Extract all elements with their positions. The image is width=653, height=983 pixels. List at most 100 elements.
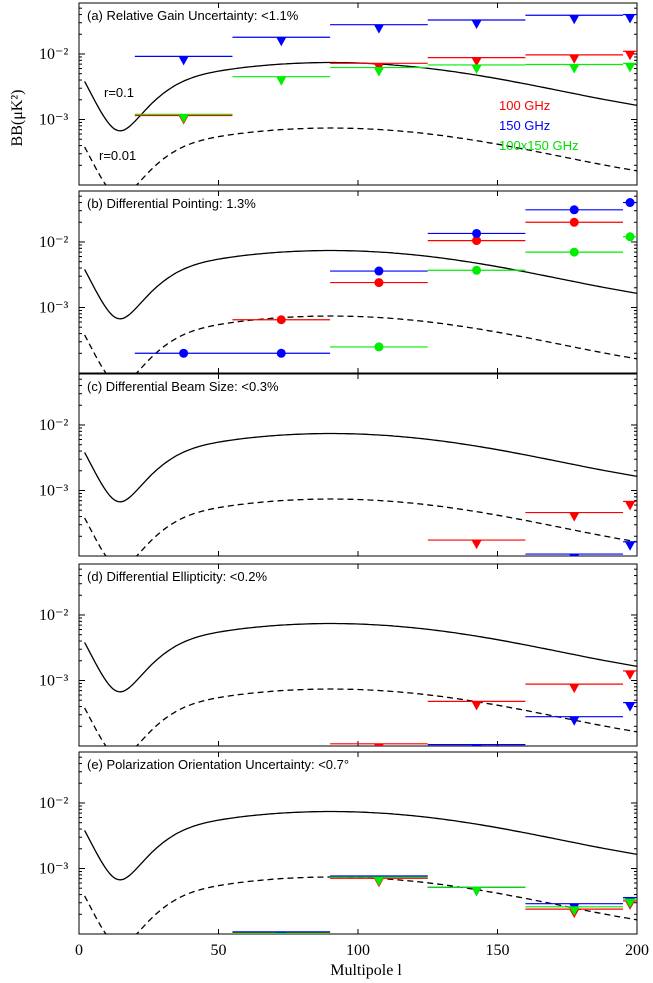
panel-d: 10⁻² 10⁻³ (d) Differential Ellipticity: <0… [39,563,638,747]
upper-limit-marker [471,744,482,746]
upper-limit-marker [471,57,482,67]
upper-limit-marker [569,64,580,74]
x-axis-label: Multipole l [330,962,402,979]
data-marks [232,875,637,934]
curve-label-r0.1: r=0.1 [104,85,134,100]
y-tick-label: 10⁻² [39,417,68,434]
data-point [472,228,482,238]
x-tick-label: 100 [346,942,370,959]
model-r0.1-line [84,61,637,132]
upper-limit-marker [471,64,482,74]
upper-limit-marker [471,701,482,711]
data-marks [134,198,637,358]
upper-limit-marker [276,37,287,47]
upper-limit-marker [373,877,384,887]
data-point [625,232,635,242]
model-r0.1-line [84,622,637,693]
data-point [569,205,579,215]
panel-e: 10⁻² 10⁻³ (e) Polarization Orientation Unc… [39,751,638,935]
upper-limit-marker [178,114,189,124]
panel-c: 10⁻² 10⁻³ (c) Differential Beam Size: <0.3… [39,373,638,557]
upper-limit-marker [625,63,636,73]
upper-limit-marker [569,554,580,556]
panel-a: 10⁻² 10⁻³ (a) Relative Gain Uncertainty: <… [39,2,638,186]
upper-limit-marker [569,54,580,64]
y-tick-label: 10⁻² [39,607,68,624]
y-axis-label: BB(μK²) [9,90,26,147]
panel-title: (c) Differential Beam Size: <0.3% [87,379,279,394]
upper-limit-marker [625,541,636,551]
upper-limit-marker [373,24,384,34]
data-point [472,265,482,275]
upper-limit-marker [373,743,384,746]
x-tick-label: 0 [75,942,83,959]
upper-limit-marker [625,670,636,680]
y-tick-label: 10⁻² [39,46,68,63]
y-tick-label: 10⁻² [39,795,68,812]
upper-limit-marker [625,899,636,909]
panel-title: (e) Polarization Orientation Uncertainty… [87,757,349,772]
data-point [569,217,579,227]
panels: 10⁻² 10⁻³ (a) Relative Gain Uncertainty: <… [39,2,638,935]
x-tick-label: 150 [486,942,510,959]
upper-limit-marker [178,56,189,66]
data-point [625,198,635,208]
data-point [374,278,384,288]
data-point [472,236,482,246]
model-r0.1-line [84,432,637,503]
model-curves [84,432,637,556]
upper-limit-marker [471,887,482,897]
data-point [374,266,384,276]
x-tick-label: 200 [625,942,649,959]
panel-title: (b) Differential Pointing: 1.3% [87,196,256,211]
y-tick-label: 10⁻³ [39,672,68,689]
upper-limit-marker [471,540,482,550]
data-point [374,342,384,352]
upper-limit-marker [276,933,287,934]
model-r0.01-line [84,876,637,934]
y-tick-label: 10⁻³ [39,482,68,499]
upper-limit-marker [569,906,580,916]
y-tick-label: 10⁻² [39,234,68,251]
model-r0.1-line [84,249,637,320]
x-tick-label: 50 [211,942,227,959]
upper-limit-marker [625,702,636,712]
legend-100ghz: 100 GHz [499,98,550,113]
upper-limit-marker [569,716,580,726]
data-marks [134,13,637,125]
model-r0.1-line [84,810,637,881]
upper-limit-marker [569,512,580,522]
upper-limit-marker [373,67,384,77]
panel-b: 10⁻² 10⁻³ (b) Differential Pointing: 1.3% [39,190,638,374]
x-tick-labels: 0 50 100 150 200 [75,942,649,959]
model-r0.01-line [84,688,637,746]
legend-100x150ghz: 100x150 GHz [499,138,579,153]
upper-limit-marker [625,14,636,24]
data-point [569,247,579,257]
data-marks [330,670,637,746]
legend: 100 GHz 150 GHz 100x150 GHz [499,98,579,153]
model-curves [84,61,637,185]
model-r0.01-line [84,498,637,556]
upper-limit-marker [569,684,580,694]
curve-label-r0.01: r=0.01 [99,148,136,163]
legend-150ghz: 150 GHz [499,118,550,133]
y-tick-label: 10⁻³ [39,860,68,877]
y-tick-label: 10⁻³ [39,299,68,316]
data-point [276,348,286,358]
upper-limit-marker [471,20,482,30]
panel-title: (d) Differential Ellipticity: <0.2% [87,569,267,584]
upper-limit-marker [625,501,636,511]
model-r0.01-line [84,127,637,185]
upper-limit-marker [569,15,580,25]
model-curves [84,249,637,373]
data-marks [427,500,637,556]
model-r0.01-line [84,315,637,373]
panel-title: (a) Relative Gain Uncertainty: <1.1% [87,8,299,23]
model-curves [84,622,637,746]
data-point [179,348,189,358]
y-tick-label: 10⁻³ [39,111,68,128]
upper-limit-marker [625,51,636,61]
upper-limit-marker [276,76,287,86]
